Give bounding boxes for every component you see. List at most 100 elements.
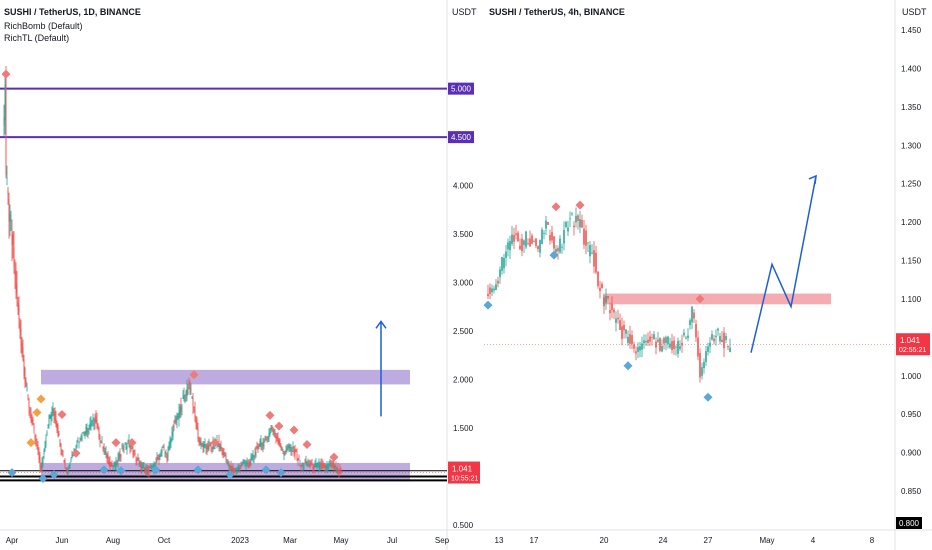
candle-body [162,445,164,447]
candle-body [117,457,119,463]
candle-body [249,461,251,466]
candle-body [619,320,621,330]
candle-body [337,467,339,470]
candle-body [677,340,679,354]
candle-body [49,415,51,419]
candle-body [319,466,321,468]
signal-marker-red [1,69,11,79]
candle-body [727,345,729,348]
candle-body [299,464,301,466]
indicator-richtl[interactable]: RichTL (Default) [4,33,70,43]
indicator-richbomb[interactable]: RichBomb (Default) [4,21,83,31]
price-label-5.000 [448,82,474,95]
candle-body [597,271,599,287]
candle-body [100,442,102,443]
left-y-tick: 3.000 [453,279,474,288]
right-y-tick: 0.850 [901,487,922,496]
candle-body [9,214,11,222]
left-chart-title: SUSHI / TetherUS, 1D, BINANCE [4,7,141,17]
candle-body [111,463,113,467]
candle-body [56,424,58,431]
candle-body [39,456,41,468]
candle-body [525,231,527,248]
candle-body [164,452,166,454]
candle-body [585,230,587,246]
candle-body [200,441,202,447]
candle-body [168,444,170,451]
candle-body [222,449,224,456]
candle-body [161,450,163,454]
candle-body [208,445,210,450]
candle-body [331,462,333,464]
candle-body [713,338,715,342]
candle-body [47,427,49,429]
candle-body [276,436,278,439]
candle-body [273,430,275,434]
candle-body [184,394,186,396]
candle-body [329,463,331,465]
candle-body [721,339,723,343]
candle-body [114,464,116,468]
candle-body [205,447,207,449]
candle-body [58,433,60,436]
candle-body [637,346,639,352]
signal-marker-blue [38,473,48,483]
right-x-tick: 24 [659,536,668,545]
candle-body [717,328,719,331]
candle-body [293,450,295,455]
candle-body [19,322,21,333]
candle-body [559,238,561,253]
candle-body [223,452,225,455]
candle-body [220,444,222,450]
candle-body [533,241,535,242]
candle-body [505,251,507,258]
candle-body [229,466,231,469]
candle-body [521,238,523,252]
candle-body [631,335,633,345]
candle-body [64,458,66,466]
candle-body [187,390,189,394]
candle-body [158,455,160,461]
candle-body [248,462,250,464]
zone-resistance [603,293,831,305]
candle-body [252,453,254,457]
candle-body [195,420,197,424]
candle-body [625,329,627,334]
candle-body [213,447,215,449]
right-chart[interactable]: 1.450 1.400 1.350 1.300 1.250 1.200 1.150 1.100… [480,0,932,550]
signal-marker-red [57,409,67,419]
candle-body [188,382,190,384]
candle-body [31,419,33,423]
candle-body [705,351,707,362]
candle-body [487,293,489,297]
right-y-tick: 1.250 [901,180,922,189]
candle-body [569,218,571,220]
candle-body [691,306,693,323]
candle-body [196,418,198,429]
candle-body [27,394,29,397]
candle-body [336,468,338,471]
candle-body [306,462,308,464]
candle-body [118,453,120,460]
candle-body [283,452,285,456]
candle-body [651,337,653,339]
candle-body [5,77,7,175]
candle-body [87,430,89,432]
candle-body [629,334,631,344]
candle-body [663,337,665,344]
candle-body [262,441,264,447]
candle-body [643,340,645,344]
candle-body [123,445,125,449]
candle-body [317,462,319,464]
candle-body [269,432,271,435]
right-candles [487,207,731,383]
left-chart[interactable]: 4.000 3.500 3.000 2.500 2.000 1.500 0.500 5.000… [0,0,480,550]
candle-body [18,304,20,319]
candle-body [309,464,311,466]
candle-body [28,398,30,408]
candle-body [109,461,111,468]
bar-countdown: 02:55:21 [899,347,926,354]
candle-body [137,458,139,461]
candle-body [156,457,158,462]
